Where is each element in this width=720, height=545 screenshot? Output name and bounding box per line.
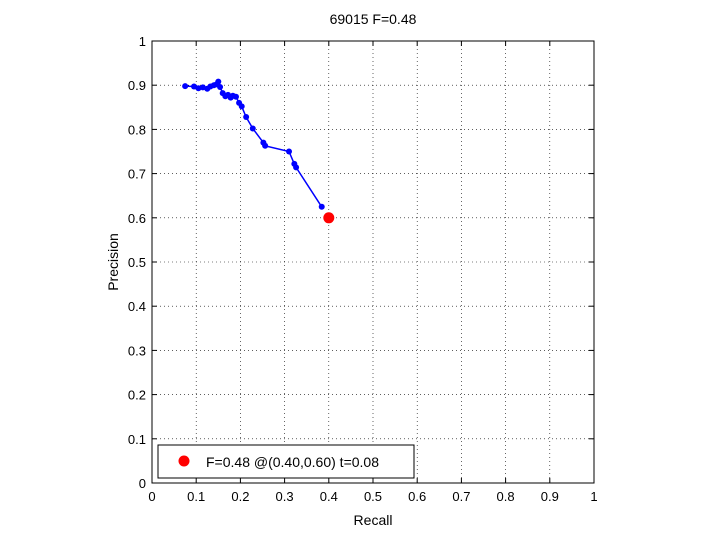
data-point (182, 83, 189, 90)
data-point (318, 203, 325, 210)
legend-box (157, 444, 415, 479)
x-tick-label: 0.8 (497, 489, 515, 504)
y-tick-label: 1 (139, 34, 146, 49)
data-point (249, 125, 256, 132)
best-f-marker (323, 212, 335, 224)
x-tick-label: 0.9 (541, 489, 559, 504)
data-point (215, 78, 222, 85)
legend: F=0.48 @(0.40,0.60) t=0.08 (157, 444, 415, 479)
y-tick-label: 0.2 (128, 388, 146, 403)
x-tick-label: 1 (590, 489, 597, 504)
series (182, 78, 325, 210)
y-tick-label: 0.9 (128, 78, 146, 93)
y-tick-label: 0.1 (128, 432, 146, 447)
y-tick-label: 0.4 (128, 299, 146, 314)
data-point (232, 93, 239, 100)
legend-label: F=0.48 @(0.40,0.60) t=0.08 (206, 454, 379, 470)
x-tick-label: 0.3 (276, 489, 294, 504)
data-point (262, 142, 269, 149)
data-point (293, 164, 300, 171)
data-point (243, 114, 250, 121)
data-point (286, 148, 293, 155)
x-tick-label: 0.4 (320, 489, 338, 504)
x-tick-label: 0.7 (452, 489, 470, 504)
data-point (217, 83, 224, 90)
legend-marker (178, 455, 190, 467)
x-tick-label: 0 (148, 489, 155, 504)
x-tick-label: 0.1 (187, 489, 205, 504)
y-tick-label: 0.7 (128, 167, 146, 182)
x-tick-label: 0.5 (364, 489, 382, 504)
x-tick-label: 0.6 (408, 489, 426, 504)
x-tick-label: 0.2 (231, 489, 249, 504)
grid (152, 41, 594, 483)
ticks: 0 0.1 0.2 0.3 0.4 0.5 0.6 0.7 0.8 0.9 1 0 0.1 0.2 0.3 0… (128, 34, 598, 504)
y-tick-label: 0.8 (128, 122, 146, 137)
y-tick-label: 0.5 (128, 255, 146, 270)
data-point (238, 103, 245, 110)
y-tick-label: 0.3 (128, 343, 146, 358)
y-tick-label: 0.6 (128, 211, 146, 226)
y-axis-label: Precision (105, 233, 121, 291)
best-f-marker-layer (323, 212, 335, 224)
chart-title: 69015 F=0.48 (330, 11, 417, 27)
y-tick-label: 0 (139, 476, 146, 491)
x-axis-label: Recall (354, 512, 393, 528)
